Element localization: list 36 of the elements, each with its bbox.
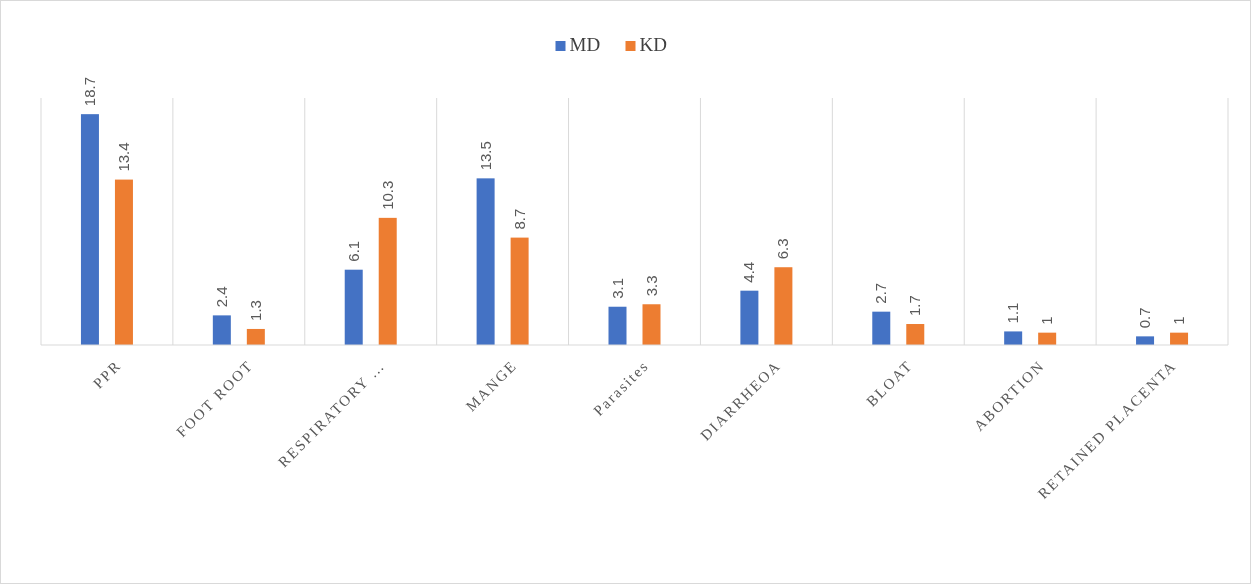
bar [246,328,265,345]
data-label: 13.5 [476,141,494,171]
bar [1136,336,1155,345]
data-label: 10.3 [378,180,396,210]
data-label: 1.3 [246,300,264,321]
bar [212,315,231,345]
data-label: 1 [1038,316,1056,325]
bar [476,178,495,345]
data-label: 0.7 [1136,307,1154,329]
data-label: 3.3 [642,275,660,297]
bar [80,114,99,345]
bar [872,311,891,345]
bar [740,290,759,345]
bar [906,324,925,345]
data-label: 1.7 [906,295,924,317]
data-label: 1 [1170,316,1188,325]
data-label: 4.4 [740,261,758,283]
data-label: 3.1 [608,277,626,299]
bar [1004,331,1023,345]
data-label: 2.7 [872,282,890,304]
data-label: 8.7 [510,208,528,230]
legend-label: KD [639,34,667,56]
bar [378,217,397,345]
bar [774,267,793,345]
data-label: 6.1 [344,240,362,262]
data-label: 6.3 [774,238,792,260]
legend-label: MD [569,34,601,56]
bar [344,269,363,345]
bar [608,306,627,345]
data-label: 1.1 [1004,302,1022,324]
data-label: 18.7 [80,76,98,107]
data-label: 2.4 [212,286,230,308]
bar [114,179,133,345]
data-label: 13.4 [114,142,132,172]
bar [510,237,529,345]
bar [642,304,661,345]
